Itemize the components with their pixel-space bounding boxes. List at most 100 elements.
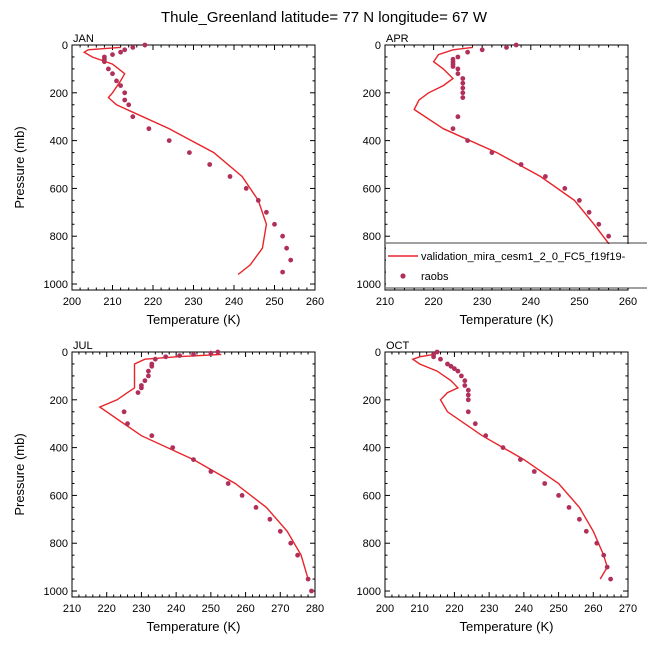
raobs-point (191, 457, 196, 462)
raobs-point (434, 349, 440, 355)
raobs-point (455, 114, 461, 120)
raobs-point (130, 114, 136, 120)
raobs-point (450, 126, 456, 132)
raobs-point (455, 368, 461, 374)
raobs-point (152, 356, 158, 362)
panel-month-label: OCT (386, 340, 410, 352)
raobs-point (288, 257, 294, 263)
raobs-point (472, 421, 478, 427)
raobs-point (577, 198, 582, 203)
raobs-point (191, 352, 196, 357)
y-tick-label: 0 (375, 347, 381, 359)
plot-frame (71, 351, 316, 598)
raobs-point (462, 383, 468, 388)
x-tick-label: 250 (549, 603, 567, 615)
raobs-point (465, 409, 471, 415)
x-tick-label: 220 (98, 603, 116, 615)
x-tick-label: 210 (63, 603, 81, 615)
raobs-point (106, 66, 111, 72)
y-tick-label: 0 (62, 40, 68, 52)
raobs-point (586, 209, 592, 215)
y-tick-label: 400 (50, 443, 68, 455)
raobs-point (114, 78, 119, 84)
plot-frame (384, 44, 629, 291)
x-tick-label: 230 (480, 603, 498, 615)
raobs-point (460, 85, 466, 91)
plot-frame (384, 351, 629, 598)
raobs-point (431, 354, 436, 360)
panel-jul: JUL 210 220 230 240 250 260 270 280 0 200 400 600 800… (12, 340, 324, 634)
raobs-point (243, 186, 249, 191)
x-axis-label: Temperature (K) (147, 619, 241, 634)
raobs-point (608, 576, 613, 582)
raobs-point (118, 49, 123, 55)
raobs-point (122, 97, 128, 103)
raobs-point (272, 221, 277, 227)
y-axis-label: Pressure (mb) (12, 126, 27, 208)
model-profile-line (411, 353, 608, 580)
y-tick-label: 200 (50, 88, 68, 100)
x-tick-label: 270 (271, 603, 289, 615)
raobs-point (126, 102, 132, 108)
x-tick-label: 260 (306, 296, 324, 308)
x-tick-label: 220 (445, 603, 463, 615)
raobs-point (280, 269, 285, 275)
raobs-point (135, 390, 141, 395)
raobs-point (465, 397, 471, 403)
figure-title: Thule_Greenland latitude= 77 N longitude… (161, 9, 488, 26)
raobs-point (448, 363, 454, 369)
raobs-point (102, 59, 107, 65)
x-tick-label: 240 (225, 296, 243, 308)
panel-month-label: JAN (73, 33, 94, 45)
raobs-point (460, 80, 466, 86)
raobs-point (483, 433, 489, 439)
x-axis-label: Temperature (K) (147, 312, 241, 327)
raobs-point (305, 576, 311, 582)
panel-month-label: JUL (73, 340, 93, 352)
panel-oct: OCT 200 210 220 230 240 250 260 270 0 200 400 600 800… (357, 340, 638, 634)
y-tick-label: 1000 (357, 586, 381, 598)
raobs-point (146, 126, 152, 132)
raobs-point (208, 469, 214, 474)
plot-frame (71, 44, 316, 291)
raobs-point (460, 95, 466, 100)
raobs-point (142, 378, 148, 384)
raobs-point (465, 49, 470, 55)
model-profile-line (413, 46, 615, 278)
x-tick-label: 230 (184, 296, 202, 308)
legend-obs-swatch (400, 273, 406, 279)
y-tick-label: 200 (363, 88, 381, 100)
raobs-point (518, 162, 524, 167)
x-tick-label: 250 (202, 603, 220, 615)
raobs-point (121, 409, 127, 415)
x-axis-label: Temperature (K) (460, 312, 554, 327)
raobs-point (460, 76, 466, 81)
raobs-point (142, 42, 148, 48)
raobs-point (118, 83, 123, 88)
raobs-point (542, 481, 548, 486)
y-tick-label: 1000 (44, 586, 68, 598)
raobs-point (122, 47, 128, 53)
legend-box (386, 244, 647, 288)
raobs-point (438, 356, 443, 362)
raobs-point (500, 445, 506, 450)
raobs-point (295, 552, 300, 558)
raobs-point (455, 66, 461, 72)
raobs-point (562, 186, 568, 191)
raobs-point (450, 64, 456, 69)
model-profile-line (98, 353, 309, 580)
raobs-point (110, 71, 115, 77)
raobs-point (556, 493, 561, 498)
raobs-point (465, 138, 470, 144)
y-tick-label: 200 (50, 395, 68, 407)
x-tick-label: 250 (570, 296, 588, 308)
raobs-point (149, 363, 155, 369)
panel-month-label: APR (386, 33, 409, 45)
y-tick-label: 800 (363, 231, 381, 243)
raobs-point (170, 445, 176, 450)
raobs-point (465, 387, 471, 393)
x-tick-label: 250 (265, 296, 283, 308)
raobs-point (239, 493, 245, 498)
raobs-point (187, 150, 192, 156)
raobs-point (465, 392, 471, 398)
